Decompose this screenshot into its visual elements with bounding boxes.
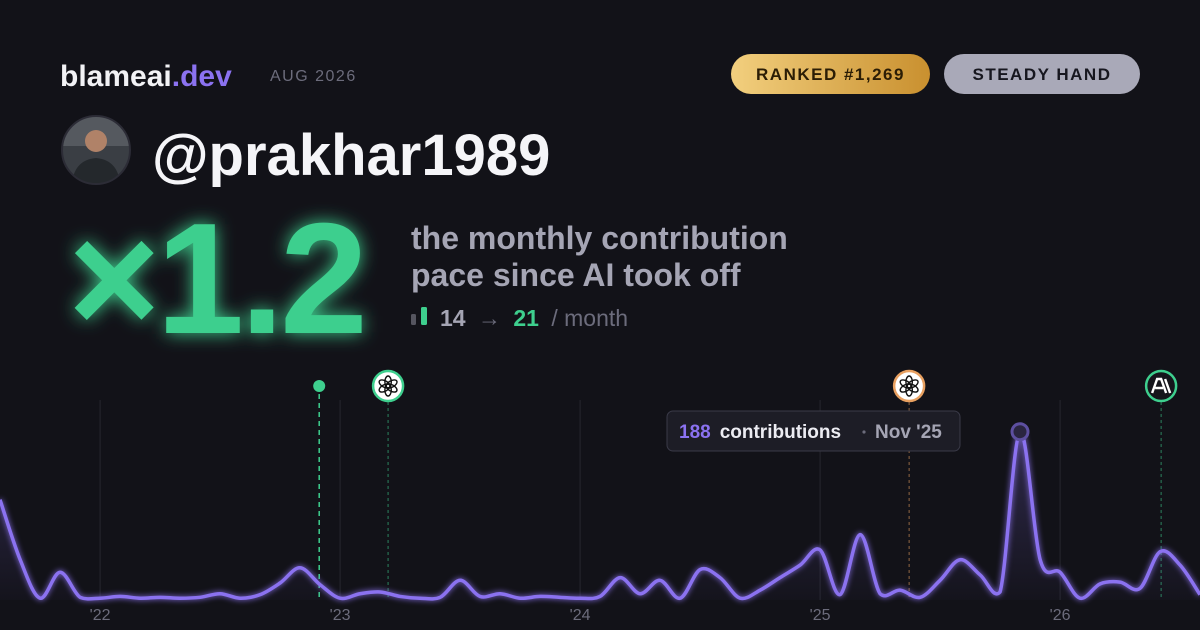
tooltip: 188 contributions Nov '25 [666,410,961,452]
highlight-point [1010,422,1030,442]
event-icon-petal [378,379,391,389]
event-icon [371,369,405,403]
event-icon [892,369,926,403]
brand-tld: .dev [172,60,232,93]
brand-name: blameai [60,60,172,93]
title-badge-text: STEADY HAND [973,65,1112,84]
chart: '22 '23 '24 '25 '26 188 contributions Nov '25 [0,369,1200,624]
tooltip-text: 188 contributions [679,422,841,443]
tooltip-box [666,410,961,452]
multiplier: ×1.2 [68,191,364,367]
rank-badge-text: RANKED #1,269 [756,65,905,84]
pace: 14 → 21 / month [440,305,628,331]
pace-icon [411,314,416,325]
pace-icon [421,307,427,325]
tooltip-separator [862,430,866,434]
tooltip-value: 188 [679,422,711,443]
description-line: the monthly contribution [411,220,788,256]
pace-arrow: → [478,305,501,331]
report-date: AUG 2026 [270,68,357,85]
event-icon [1144,369,1178,403]
x-tick-label: '24 [570,607,591,624]
title-badge [944,54,1140,94]
avatar-ring [61,115,131,185]
brand: blameai.dev [60,60,232,93]
event-icon-glyph [1150,377,1172,394]
event-icon-petal [899,379,912,389]
tooltip-label: contributions [720,422,841,443]
x-tick-label: '22 [90,607,111,624]
pace-before: 14 [440,305,466,331]
line [0,429,1200,601]
tooltip-date: Nov '25 [875,422,942,443]
description-line: pace since AI took off [411,257,741,293]
event-marker [313,380,326,600]
rank-badge [731,54,930,94]
x-tick-label: '26 [1050,607,1071,624]
pace-after: 21 [513,305,539,331]
event-dot [313,380,326,392]
pace-unit: / month [551,305,628,331]
handle: @prakhar1989 [152,123,550,188]
x-tick-label: '25 [810,607,831,624]
avatar [62,116,130,184]
event-marker [371,369,405,600]
x-tick-label: '23 [330,607,351,624]
